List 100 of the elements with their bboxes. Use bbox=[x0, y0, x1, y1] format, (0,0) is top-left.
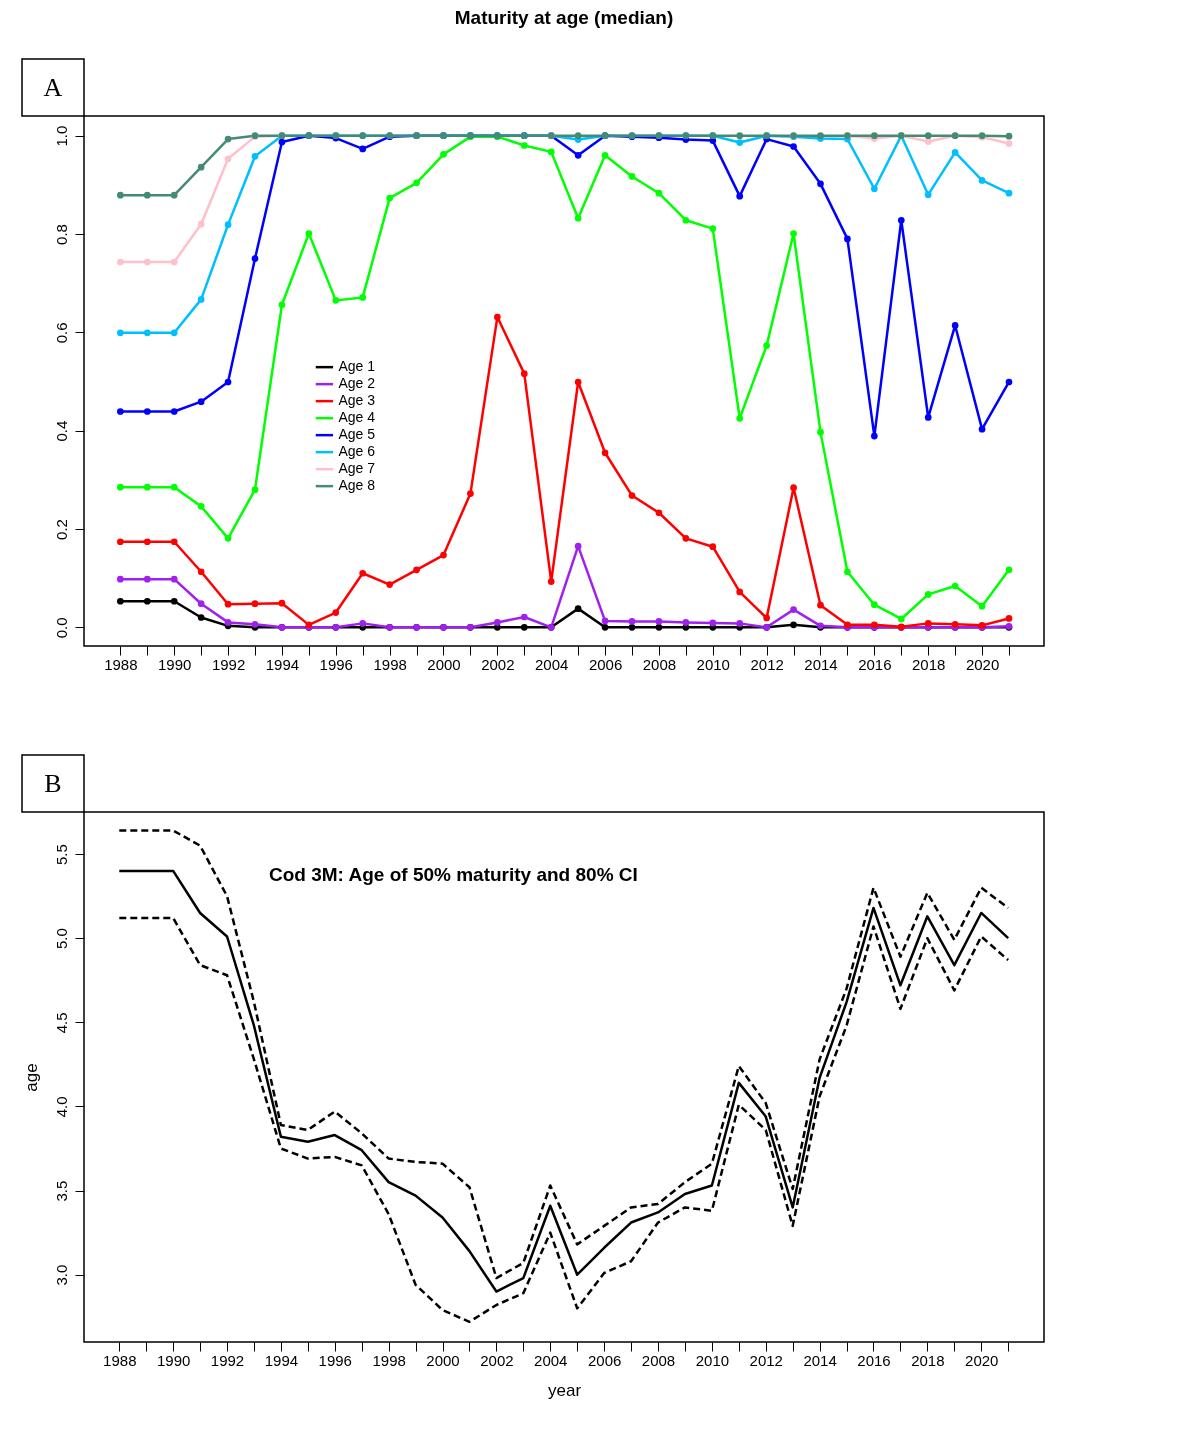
point bbox=[924, 138, 932, 145]
point bbox=[117, 329, 124, 337]
point bbox=[143, 538, 151, 546]
point bbox=[601, 449, 609, 457]
point bbox=[817, 601, 824, 609]
point bbox=[817, 428, 824, 436]
point bbox=[251, 255, 259, 262]
y-tick-label: 0.8 bbox=[52, 224, 70, 245]
point bbox=[682, 619, 690, 626]
point bbox=[924, 132, 932, 140]
point bbox=[143, 191, 151, 199]
x-tick-label: 2020 bbox=[965, 1351, 999, 1369]
point bbox=[897, 216, 905, 224]
x-tick-label: 1990 bbox=[156, 1351, 191, 1369]
point bbox=[143, 329, 151, 337]
x-tick-label: 1994 bbox=[264, 1351, 299, 1369]
point bbox=[117, 408, 124, 415]
x-tick-label: 2002 bbox=[480, 1351, 514, 1369]
x-tick-label: 1990 bbox=[158, 655, 192, 673]
point bbox=[197, 296, 205, 303]
point bbox=[628, 618, 636, 625]
point bbox=[709, 543, 717, 551]
point bbox=[871, 432, 878, 440]
point bbox=[413, 179, 420, 187]
point bbox=[143, 483, 151, 491]
legend-label: Age 3 bbox=[338, 392, 376, 409]
x-tick-label: 2002 bbox=[481, 655, 515, 673]
point bbox=[709, 619, 717, 627]
y-tick-label: 0.2 bbox=[52, 519, 70, 540]
x-tick-label: 2010 bbox=[696, 655, 730, 673]
y-tick-label: 4.5 bbox=[52, 1012, 70, 1034]
point bbox=[1005, 132, 1013, 140]
x-tick-label: 1998 bbox=[372, 1351, 406, 1369]
text: A bbox=[43, 73, 63, 102]
point bbox=[682, 216, 690, 224]
point bbox=[655, 509, 663, 517]
point bbox=[736, 192, 744, 200]
point bbox=[143, 575, 151, 583]
point bbox=[251, 600, 259, 608]
point bbox=[170, 575, 178, 583]
point bbox=[520, 623, 528, 631]
point bbox=[790, 143, 797, 150]
x-tick-label: 2014 bbox=[804, 655, 838, 673]
point bbox=[143, 597, 151, 605]
point bbox=[736, 132, 744, 140]
point bbox=[520, 613, 528, 621]
x-tick-label: 2016 bbox=[858, 655, 892, 673]
x-tick-label: 1996 bbox=[318, 1351, 352, 1369]
point bbox=[655, 618, 663, 625]
point bbox=[197, 568, 205, 576]
x-tick-label: 2008 bbox=[642, 655, 677, 673]
point bbox=[520, 370, 528, 377]
point bbox=[332, 297, 340, 304]
point bbox=[117, 191, 124, 199]
point bbox=[817, 180, 824, 188]
point bbox=[924, 620, 932, 627]
legend-label: Age 7 bbox=[338, 460, 376, 477]
point bbox=[197, 614, 205, 621]
point bbox=[574, 214, 582, 222]
point bbox=[224, 534, 232, 542]
point bbox=[117, 575, 124, 583]
point bbox=[736, 139, 744, 146]
point bbox=[359, 294, 367, 301]
point bbox=[224, 221, 232, 228]
point bbox=[305, 230, 313, 237]
point bbox=[224, 378, 232, 386]
y-tick-label: 4.0 bbox=[52, 1096, 70, 1118]
point bbox=[574, 378, 582, 386]
x-tick-label: 2006 bbox=[587, 1351, 622, 1369]
point bbox=[197, 220, 205, 228]
point bbox=[494, 619, 501, 626]
point bbox=[197, 398, 205, 405]
legend-label: Age 2 bbox=[338, 375, 376, 392]
point bbox=[1005, 140, 1013, 147]
point bbox=[628, 173, 636, 180]
point bbox=[117, 258, 124, 266]
legend-label: Age 8 bbox=[338, 477, 376, 494]
point bbox=[736, 588, 744, 596]
legend-label: Age 4 bbox=[338, 409, 376, 426]
x-tick-label: 2008 bbox=[641, 1351, 676, 1369]
point bbox=[601, 623, 609, 631]
x-tick-label: 2000 bbox=[427, 655, 461, 673]
point bbox=[790, 606, 797, 613]
point bbox=[978, 177, 986, 184]
point bbox=[520, 142, 528, 149]
x-tick-label: 2012 bbox=[750, 655, 784, 673]
point bbox=[547, 148, 555, 156]
legend-label: Age 6 bbox=[338, 443, 376, 460]
x-tick-label: 1992 bbox=[211, 655, 246, 673]
point bbox=[1005, 566, 1013, 574]
point bbox=[278, 138, 286, 146]
x-tick-label: 1992 bbox=[210, 1351, 245, 1369]
point bbox=[871, 601, 878, 609]
point bbox=[224, 135, 232, 143]
point bbox=[709, 225, 717, 232]
point bbox=[924, 591, 932, 598]
y-tick-label: 5.5 bbox=[52, 844, 70, 865]
point bbox=[359, 569, 367, 577]
x-tick-label: 2012 bbox=[749, 1351, 783, 1369]
x-tick-label: 1996 bbox=[319, 655, 353, 673]
